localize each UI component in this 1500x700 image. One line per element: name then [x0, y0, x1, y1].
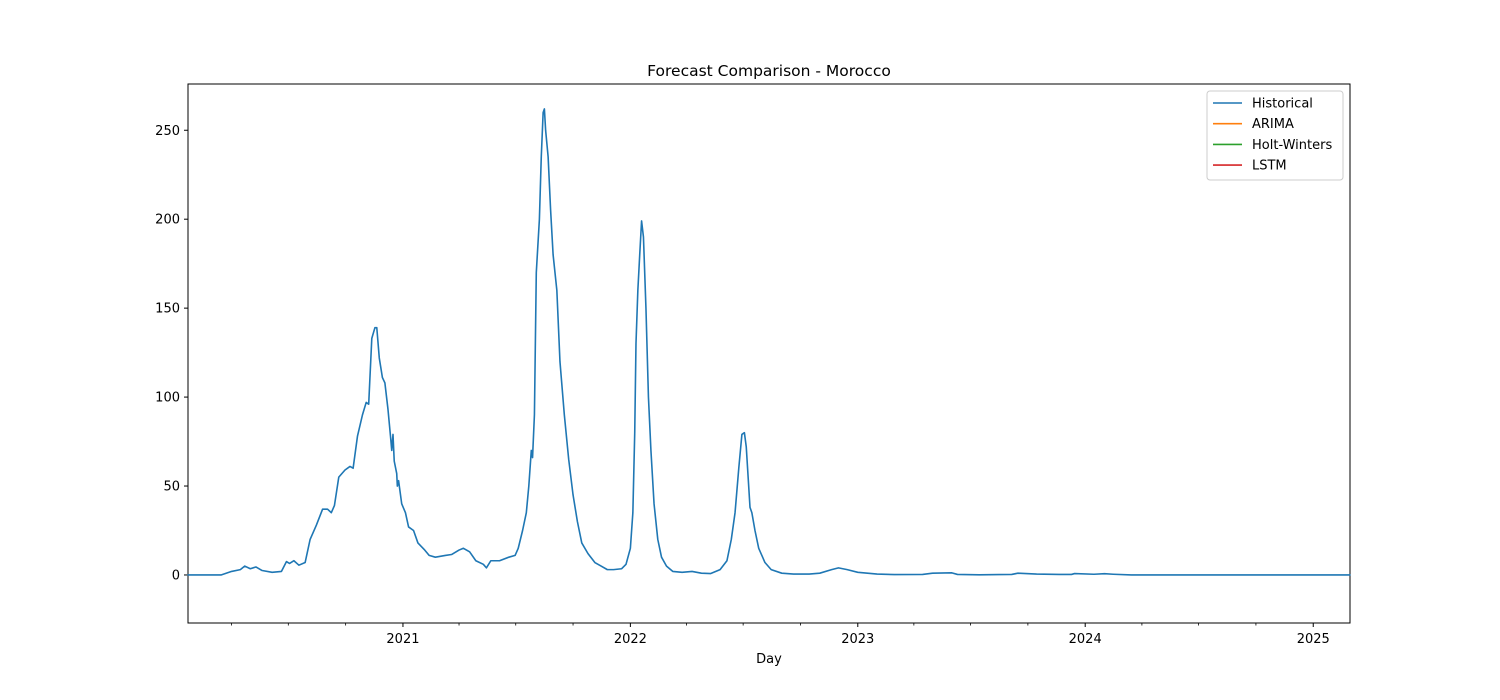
- series-line-historical: [187, 108, 1351, 576]
- legend-label-lstm: LSTM: [1252, 159, 1287, 174]
- x-axis: 2021 2022 2023 2024 2025: [231, 623, 1330, 647]
- legend-box: [1206, 90, 1344, 181]
- y-tick-label: 0: [172, 568, 180, 583]
- y-axis: 0 50 100 150 200 250: [155, 124, 188, 583]
- legend-label-holt-winters: Holt-Winters: [1252, 138, 1332, 153]
- y-tick-label: 150: [155, 302, 180, 317]
- legend-label-arima: ARIMA: [1252, 117, 1294, 132]
- x-tick-label: 2024: [1069, 632, 1102, 647]
- legend: Historical ARIMA Holt-Winters LSTM: [1206, 90, 1344, 181]
- x-tick-label: 2022: [614, 632, 647, 647]
- plot-area: [187, 83, 1351, 624]
- series-layer: [187, 108, 1351, 576]
- x-tick-label: 2021: [386, 632, 419, 647]
- chart-title: Forecast Comparison - Morocco: [647, 62, 891, 80]
- y-tick-label: 50: [163, 480, 180, 495]
- y-tick-label: 250: [155, 124, 180, 139]
- x-tick-label: 2025: [1297, 632, 1330, 647]
- y-tick-label: 200: [155, 213, 180, 228]
- y-tick-label: 100: [155, 391, 180, 406]
- legend-label-historical: Historical: [1252, 97, 1313, 112]
- x-axis-label: Day: [756, 652, 782, 667]
- plot-frame: [187, 83, 1351, 624]
- x-tick-label: 2023: [841, 632, 874, 647]
